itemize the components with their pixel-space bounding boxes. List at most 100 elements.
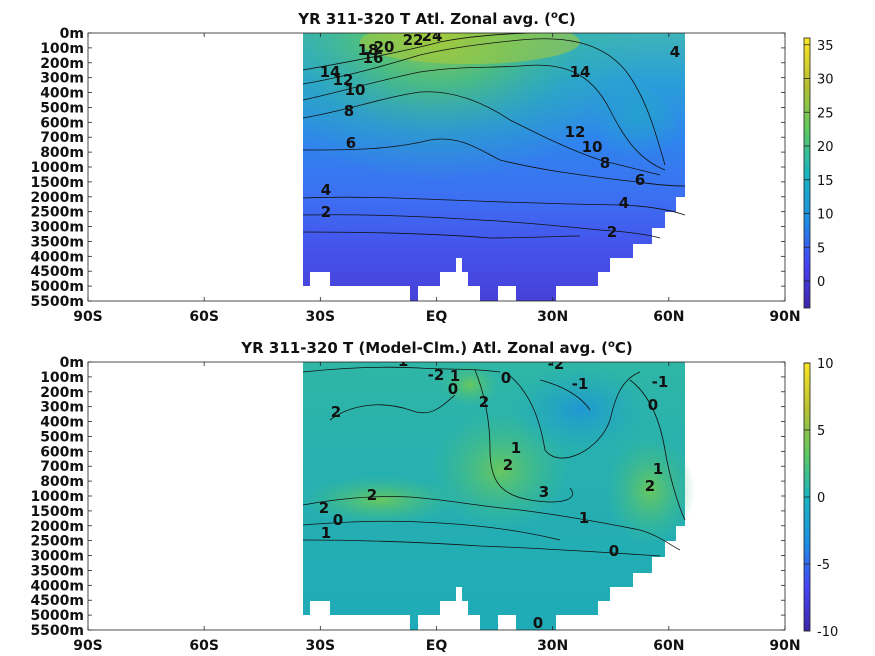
- contour-label: 6: [635, 171, 645, 189]
- colorbar-tick-label: 0: [817, 491, 825, 506]
- y-tick-label: 100m: [40, 370, 84, 386]
- colorbar-top: 35 30 25 20 15 10 5 0: [803, 37, 834, 309]
- y-tick-label: 5000m: [30, 608, 84, 624]
- y-tick-label: 500m: [40, 429, 84, 445]
- colorbar-tick-label: 15: [817, 174, 834, 189]
- y-tick-label: 3000m: [30, 549, 84, 565]
- colorbar-tick-label: -10: [817, 625, 838, 640]
- y-tick-label: 300m: [40, 71, 84, 87]
- chart-panel-top: YR 311-320 T Atl. Zonal avg. (oC) 242220…: [30, 10, 833, 325]
- colorbar-tick-label: 5: [817, 241, 825, 256]
- colorbar-tick-label: 5: [817, 424, 825, 439]
- y-tick-label: 400m: [40, 415, 84, 431]
- contour-label: -1: [392, 352, 409, 370]
- y-tick-label: 3500m: [30, 234, 84, 250]
- y-axis-top: 0m100m200m300m400m500m600m700m800m1000m1…: [30, 26, 785, 310]
- colorbar-tick-label: 35: [817, 39, 834, 54]
- contour-label: 2: [319, 499, 329, 517]
- y-tick-label: 300m: [40, 400, 84, 416]
- y-tick-label: 1000m: [30, 489, 84, 505]
- contour-label: 0: [533, 614, 543, 632]
- y-tick-label: 1500m: [30, 175, 84, 191]
- y-tick-label: 600m: [40, 444, 84, 460]
- y-tick-label: 2500m: [30, 205, 84, 221]
- contour-label: 1: [321, 524, 331, 542]
- y-tick-label: 2000m: [30, 519, 84, 535]
- contour-label: 2: [321, 203, 331, 221]
- contour-label: 10: [582, 138, 603, 156]
- y-tick-label: 800m: [40, 145, 84, 161]
- y-tick-label: 4500m: [30, 264, 84, 280]
- x-tick-label: 30N: [537, 309, 568, 325]
- contour-label: 18: [358, 41, 379, 59]
- contour-label: 4: [619, 194, 629, 212]
- y-tick-label: 5500m: [30, 623, 84, 639]
- contour-label: 4: [670, 43, 680, 61]
- contour-label: -2: [428, 366, 445, 384]
- y-tick-label: 0m: [60, 26, 84, 42]
- contour-label: 1: [579, 509, 589, 527]
- colorbar-tick-label: 0: [817, 275, 825, 290]
- y-tick-label: 0m: [60, 355, 84, 371]
- y-tick-label: 600m: [40, 115, 84, 131]
- x-tick-label: 90N: [769, 638, 800, 654]
- contour-label: 0: [333, 511, 343, 529]
- x-tick-label: 90S: [73, 638, 103, 654]
- x-tick-label: 30S: [306, 309, 336, 325]
- contour-label: 14: [570, 63, 591, 81]
- colorbar-bottom: 10 5 0 -5 -10: [803, 357, 838, 640]
- chart-title-top: YR 311-320 T Atl. Zonal avg. (oC): [297, 10, 576, 28]
- y-tick-label: 1000m: [30, 160, 84, 176]
- y-tick-label: 400m: [40, 86, 84, 102]
- x-axis-top: 90S 60S 30S EQ 30N 60N 90N: [73, 33, 801, 325]
- colorbar-tick-label: 10: [817, 357, 834, 372]
- contour-label: 6: [346, 134, 356, 152]
- contour-label: 3: [539, 483, 549, 501]
- y-tick-label: 200m: [40, 56, 84, 72]
- colorbar-tick-label: 20: [817, 140, 834, 155]
- x-tick-label: 90S: [73, 309, 103, 325]
- y-tick-label: 3000m: [30, 220, 84, 236]
- colorbar-tick-label: 10: [817, 208, 834, 223]
- y-tick-label: 500m: [40, 100, 84, 116]
- contour-label: 0: [501, 369, 511, 387]
- contour-label: 12: [565, 123, 586, 141]
- x-tick-label: EQ: [426, 638, 448, 654]
- contour-label: 2: [331, 403, 341, 421]
- contour-label: 12: [333, 71, 354, 89]
- y-tick-label: 100m: [40, 41, 84, 57]
- colorbar-strip-top: [803, 37, 811, 309]
- contour-label: 1: [450, 367, 460, 385]
- y-tick-label: 3500m: [30, 563, 84, 579]
- chart-panel-bottom: YR 311-320 T (Model-Clm.) Atl. Zonal avg…: [30, 339, 838, 654]
- x-tick-label: 30S: [306, 638, 336, 654]
- y-tick-label: 4500m: [30, 593, 84, 609]
- x-tick-label: 60N: [653, 638, 684, 654]
- y-tick-label: 1500m: [30, 504, 84, 520]
- contour-label: 4: [321, 181, 331, 199]
- contour-label: 2: [479, 393, 489, 411]
- contour-label: 2: [607, 223, 617, 241]
- x-tick-label: 60S: [189, 638, 219, 654]
- contour-label: 8: [600, 154, 610, 172]
- x-tick-label: 60S: [189, 309, 219, 325]
- colorbar-tick-label: 25: [817, 106, 834, 121]
- contour-label: 1: [653, 460, 663, 478]
- contour-label: -1: [652, 373, 669, 391]
- x-tick-label: 60N: [653, 309, 684, 325]
- plot-frame-top: [87, 32, 786, 302]
- y-tick-label: 4000m: [30, 578, 84, 594]
- chart-title-bottom: YR 311-320 T (Model-Clm.) Atl. Zonal avg…: [240, 339, 632, 357]
- contour-label: 22: [403, 31, 424, 49]
- contour-label: -1: [572, 375, 589, 393]
- y-tick-label: 5500m: [30, 294, 84, 310]
- y-tick-label: 2500m: [30, 534, 84, 550]
- y-tick-label: 700m: [40, 130, 84, 146]
- plot-frame-bottom: [87, 361, 786, 631]
- colorbar-tick-label: 30: [817, 73, 834, 88]
- y-tick-label: 2000m: [30, 190, 84, 206]
